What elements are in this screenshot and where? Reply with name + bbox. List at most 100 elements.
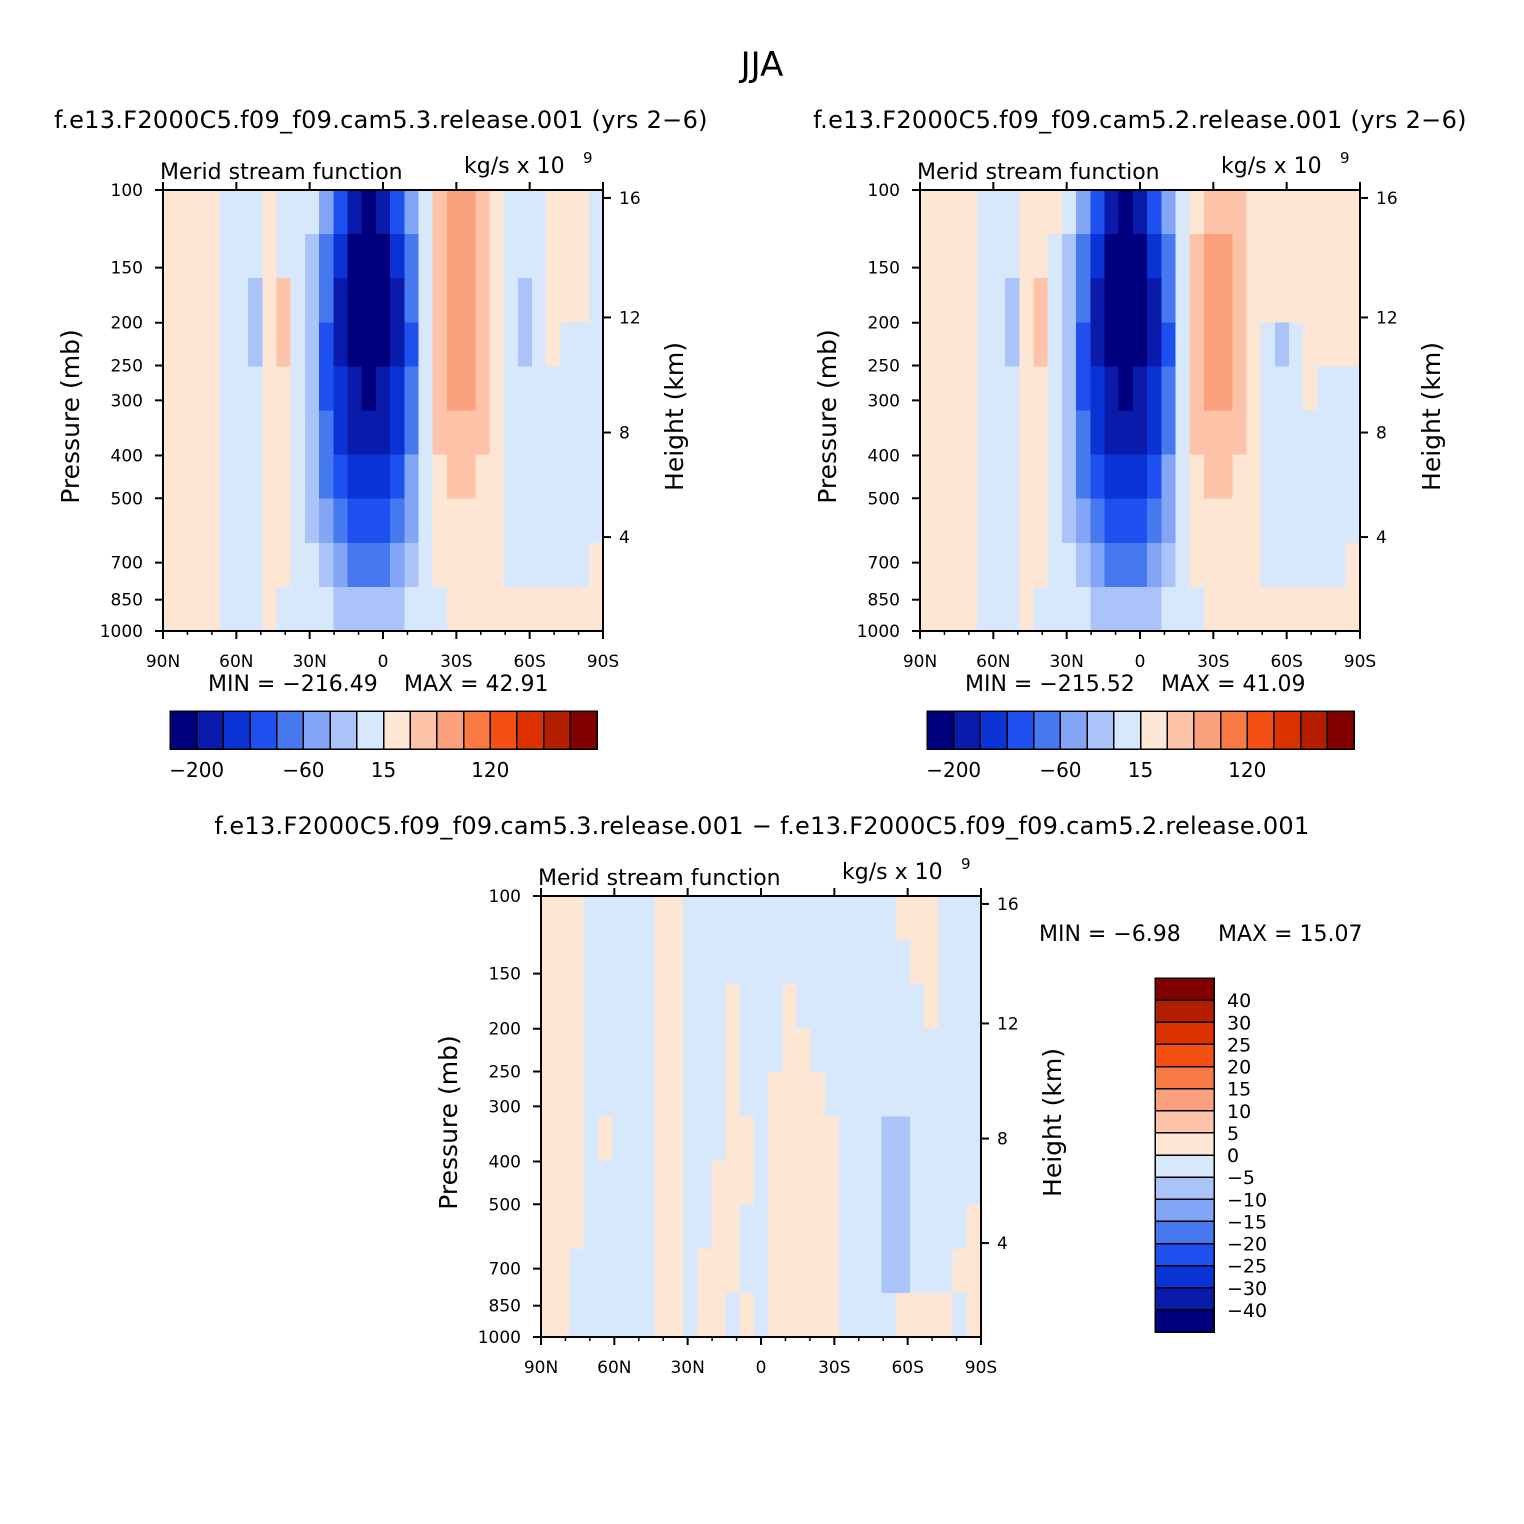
panel-units-exponent: 9 bbox=[1340, 149, 1350, 167]
heatmap-cell bbox=[824, 1028, 840, 1073]
heatmap-cell bbox=[1274, 586, 1290, 632]
heatmap-cell bbox=[1345, 454, 1361, 500]
heatmap-cell bbox=[347, 366, 363, 412]
heatmap-cell bbox=[895, 1116, 911, 1162]
heatmap-cell bbox=[304, 278, 320, 323]
heatmap-cell bbox=[404, 366, 420, 412]
heatmap-cell bbox=[1260, 366, 1276, 412]
heatmap-cell bbox=[560, 410, 576, 456]
heatmap-cell bbox=[1175, 190, 1191, 235]
heatmap-cell bbox=[404, 278, 420, 323]
heatmap-cell bbox=[976, 498, 992, 544]
heatmap-cell bbox=[1274, 190, 1290, 235]
heatmap-cell bbox=[248, 586, 263, 632]
heatmap-cell bbox=[1232, 322, 1248, 367]
heatmap-cell bbox=[461, 498, 476, 544]
heatmap-cell bbox=[697, 1072, 712, 1118]
y-tick-label: 1000 bbox=[100, 622, 143, 642]
legend-swatch bbox=[1154, 1287, 1215, 1311]
heatmap-cell bbox=[347, 586, 363, 632]
heatmap-cell bbox=[1132, 190, 1148, 235]
y-tick-label: 250 bbox=[111, 357, 143, 377]
heatmap-cell bbox=[1047, 322, 1063, 367]
heatmap-cell bbox=[248, 366, 263, 412]
heatmap-cell bbox=[503, 410, 519, 456]
heatmap-cell bbox=[1189, 454, 1205, 500]
y-tick-label: 500 bbox=[489, 1195, 521, 1215]
y-right-tick-label: 12 bbox=[997, 1014, 1019, 1034]
heatmap-cell bbox=[881, 1292, 897, 1338]
heatmap-cell bbox=[446, 542, 462, 588]
heatmap-cell bbox=[1147, 366, 1162, 412]
heatmap-cell bbox=[361, 234, 377, 279]
heatmap-cell bbox=[895, 896, 911, 941]
heatmap-cell bbox=[361, 410, 377, 456]
heatmap-cell bbox=[541, 1028, 556, 1073]
heatmap-cell bbox=[824, 984, 840, 1029]
heatmap-cell bbox=[895, 1028, 911, 1073]
heatmap-cell bbox=[920, 542, 935, 588]
heatmap-cell bbox=[361, 454, 377, 500]
heatmap-cell bbox=[1218, 190, 1233, 235]
heatmap-cell bbox=[611, 1028, 627, 1073]
heatmap-cell bbox=[574, 278, 590, 323]
heatmap-cell bbox=[1019, 498, 1035, 544]
y-right-tick-label: 12 bbox=[1376, 308, 1398, 328]
heatmap-cell bbox=[920, 322, 935, 367]
heatmap-cell bbox=[1076, 498, 1091, 544]
heatmap-cell bbox=[1331, 366, 1347, 412]
y-tick-label: 200 bbox=[489, 1020, 521, 1040]
heatmap-cell bbox=[163, 322, 178, 367]
heatmap-cell bbox=[290, 234, 306, 279]
heatmap-cell bbox=[725, 1028, 741, 1073]
legend-label: −30 bbox=[1227, 1278, 1267, 1300]
heatmap-cell bbox=[1345, 278, 1361, 323]
heatmap-cell bbox=[1118, 410, 1134, 456]
heatmap-cell bbox=[432, 498, 448, 544]
heatmap-cell bbox=[489, 278, 505, 323]
heatmap-cell bbox=[920, 278, 935, 323]
heatmap-cell bbox=[163, 542, 178, 588]
chart-panel-3: f.e13.F2000C5.f09_f09.cam5.3.release.001… bbox=[214, 812, 1362, 1378]
heatmap-cell bbox=[626, 1116, 641, 1162]
legend-swatch bbox=[1006, 710, 1035, 750]
heatmap-cell bbox=[768, 940, 783, 985]
heatmap-cell bbox=[1189, 542, 1205, 588]
heatmap-cell bbox=[1104, 234, 1120, 279]
heatmap-cell bbox=[1331, 234, 1347, 279]
heatmap-cell bbox=[503, 498, 519, 544]
heatmap-cell bbox=[541, 1292, 556, 1338]
heatmap-cell bbox=[924, 1072, 940, 1118]
heatmap-cell bbox=[895, 1292, 911, 1338]
heatmap-cell bbox=[1175, 410, 1191, 456]
max-label: MAX = 42.91 bbox=[404, 672, 549, 697]
heatmap-cell bbox=[782, 1116, 798, 1162]
heatmap-cell bbox=[1317, 454, 1333, 500]
heatmap-cell bbox=[1090, 234, 1106, 279]
heatmap-cell bbox=[569, 896, 585, 941]
heatmap-cell bbox=[725, 896, 741, 941]
heatmap-cell bbox=[319, 542, 334, 588]
heatmap-cell bbox=[948, 410, 964, 456]
heatmap-cell bbox=[390, 586, 405, 632]
heatmap-cell bbox=[810, 1072, 826, 1118]
heatmap-cell bbox=[1132, 366, 1148, 412]
min-label: MIN = −216.49 bbox=[208, 672, 378, 697]
heatmap-cell bbox=[768, 1160, 783, 1206]
legend-swatch bbox=[1154, 999, 1215, 1024]
heatmap-cell bbox=[654, 1204, 670, 1250]
legend-label: −15 bbox=[1227, 1211, 1267, 1233]
heatmap-cell bbox=[839, 1248, 854, 1294]
heatmap-cell bbox=[1317, 498, 1333, 544]
heatmap-cell bbox=[319, 410, 334, 456]
heatmap-cell bbox=[924, 984, 940, 1029]
heatmap-cell bbox=[583, 940, 599, 985]
heatmap-cell bbox=[597, 1248, 613, 1294]
heatmap-cell bbox=[489, 586, 505, 632]
heatmap-cell bbox=[924, 1292, 940, 1338]
heatmap-cell bbox=[839, 1028, 854, 1073]
heatmap-cell bbox=[934, 498, 949, 544]
heatmap-cell bbox=[1317, 410, 1333, 456]
heatmap-cell bbox=[668, 896, 684, 941]
heatmap-cell bbox=[976, 410, 992, 456]
